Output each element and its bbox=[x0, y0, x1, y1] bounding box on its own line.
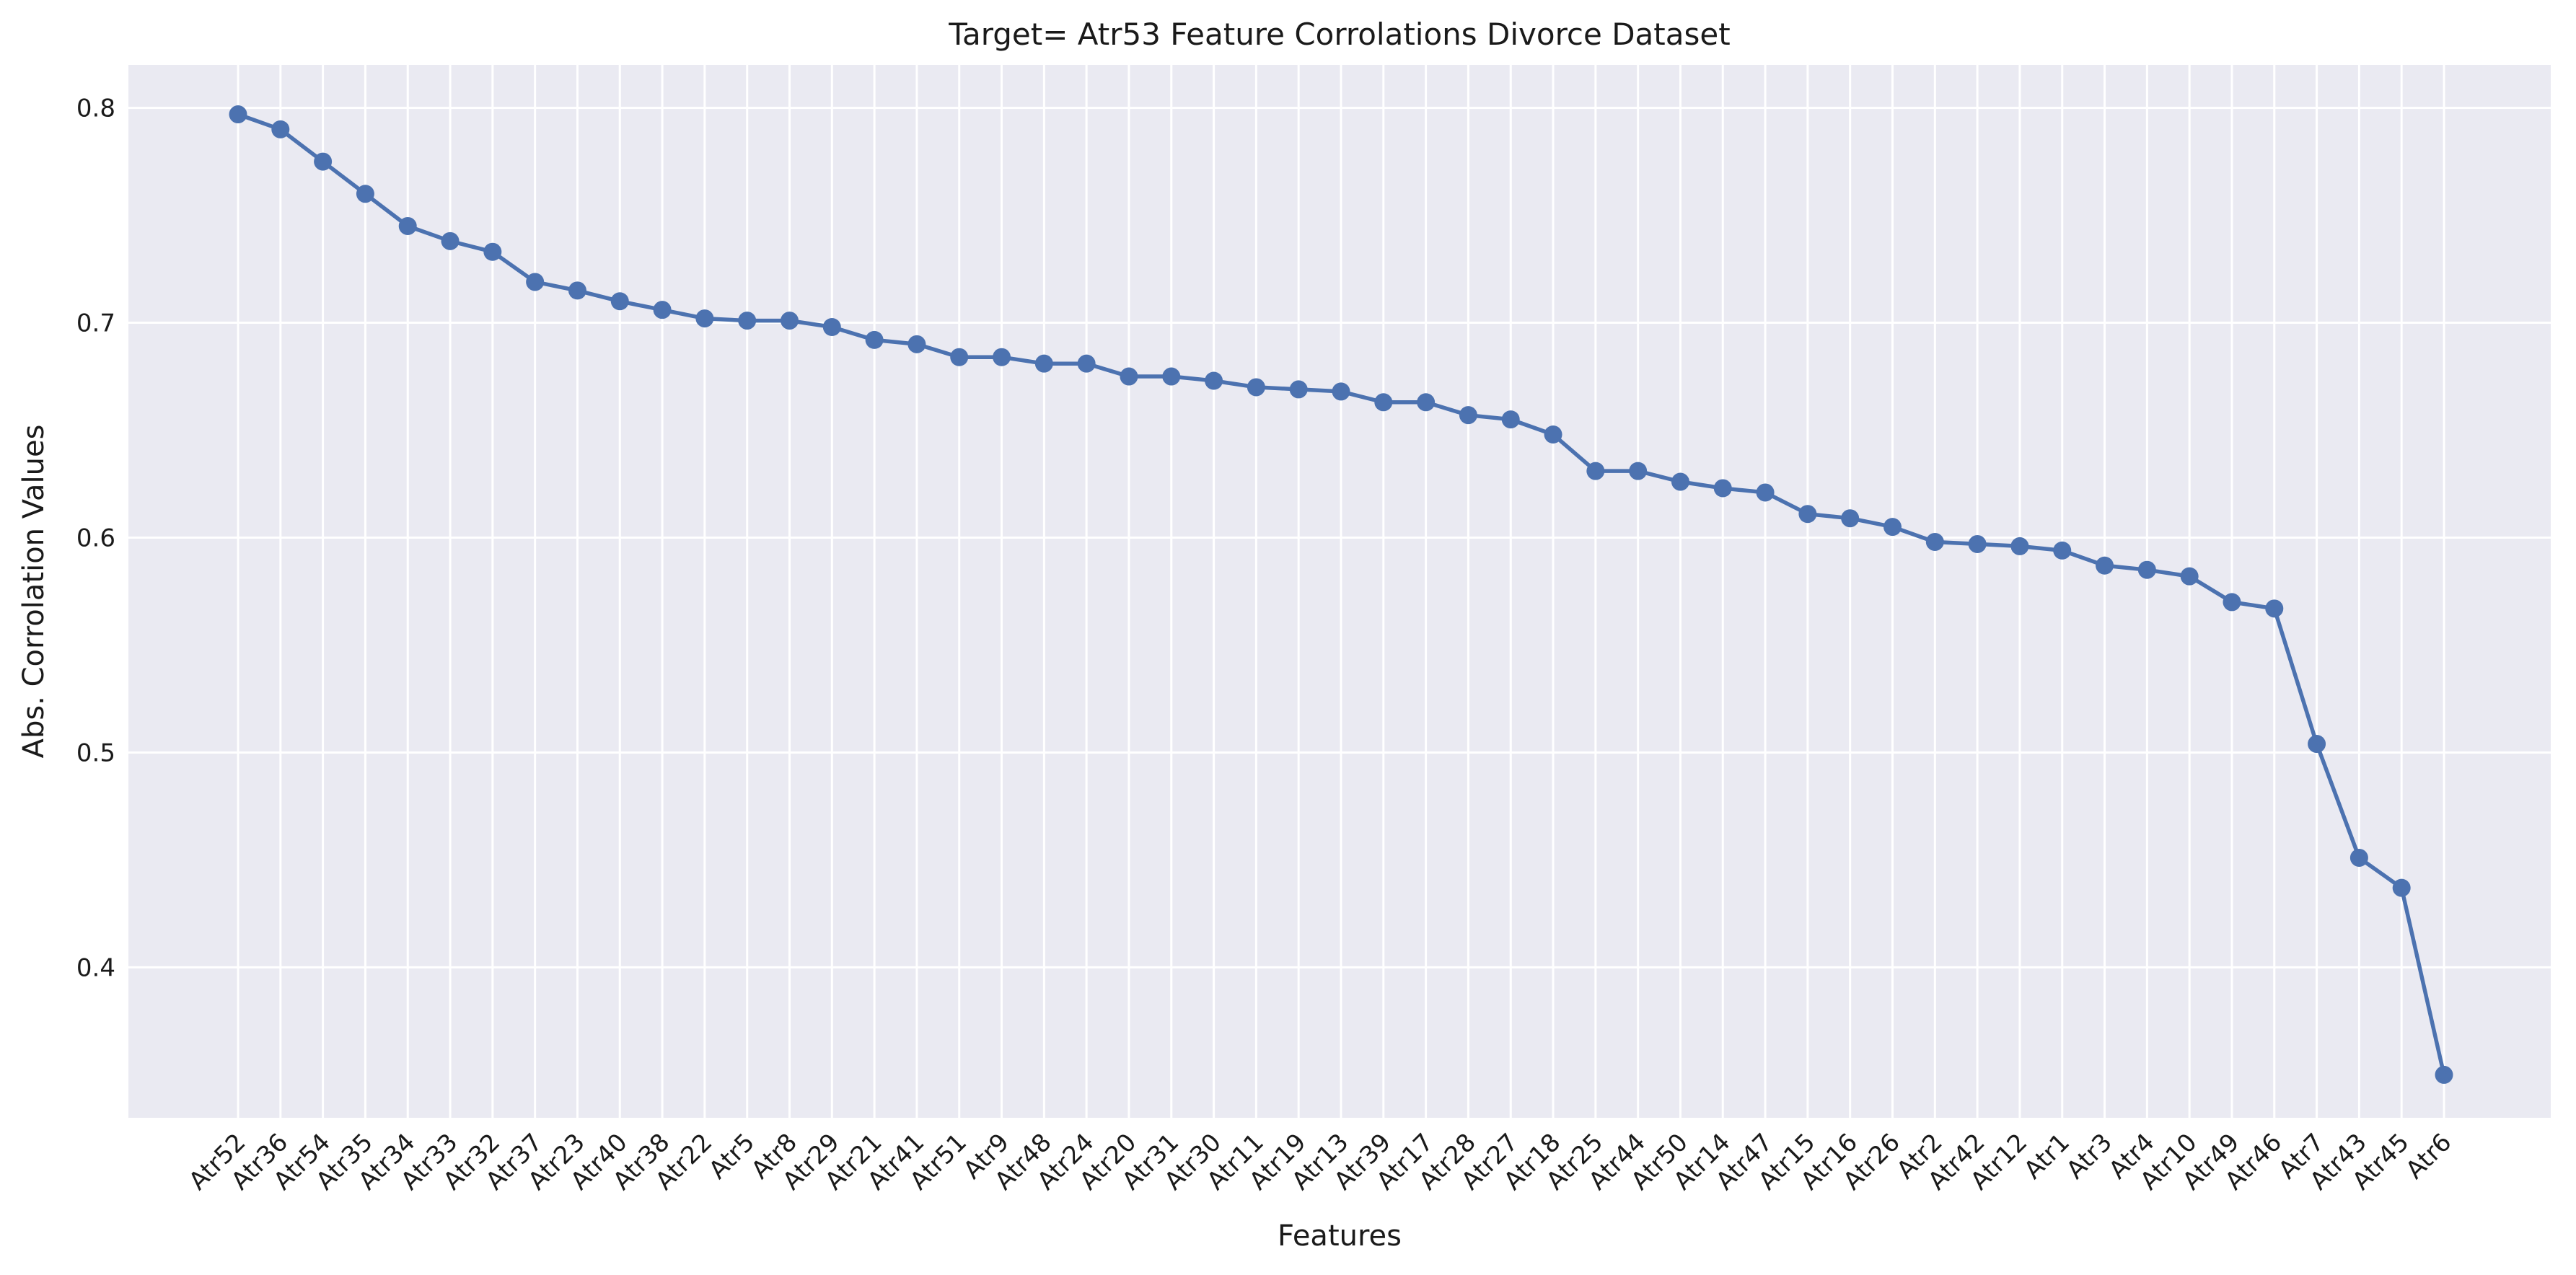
data-point bbox=[2180, 567, 2199, 586]
data-point bbox=[1247, 378, 1265, 397]
data-point bbox=[526, 273, 545, 291]
y-tick-label: 0.4 bbox=[76, 953, 115, 982]
data-point bbox=[1034, 354, 1053, 373]
data-point bbox=[2053, 541, 2072, 560]
x-axis-label: Features bbox=[1278, 1219, 1402, 1253]
data-point bbox=[738, 312, 757, 330]
x-tick-label: Atr6 bbox=[2400, 1128, 2457, 1185]
y-tick-label: 0.7 bbox=[76, 309, 115, 338]
data-point bbox=[2137, 560, 2156, 579]
data-point bbox=[2392, 878, 2411, 897]
data-point bbox=[950, 348, 969, 366]
data-point bbox=[2265, 599, 2284, 618]
data-point bbox=[1417, 393, 1436, 412]
x-tick-label: Atr5 bbox=[703, 1128, 760, 1185]
chart-title: Target= Atr53 Feature Corrolations Divor… bbox=[948, 17, 1730, 52]
data-point bbox=[2349, 848, 2368, 867]
data-point bbox=[653, 301, 672, 319]
data-point bbox=[1629, 462, 1648, 480]
data-point bbox=[1332, 382, 1350, 401]
data-point bbox=[2308, 735, 2326, 754]
data-point bbox=[1162, 367, 1181, 386]
data-point bbox=[1671, 472, 1689, 491]
y-tick-label: 0.5 bbox=[76, 738, 115, 767]
data-point bbox=[1289, 380, 1308, 399]
data-point bbox=[993, 348, 1011, 366]
data-point bbox=[271, 120, 290, 138]
x-tick-label: Atr3 bbox=[2061, 1128, 2118, 1185]
data-point bbox=[1544, 425, 1562, 444]
data-point bbox=[1968, 534, 1987, 553]
data-point bbox=[229, 105, 247, 124]
data-point bbox=[568, 281, 586, 300]
data-point bbox=[314, 152, 333, 171]
data-point bbox=[907, 335, 926, 353]
data-point bbox=[695, 309, 714, 328]
data-point bbox=[356, 185, 374, 203]
data-point bbox=[441, 231, 460, 250]
data-point bbox=[1925, 532, 1944, 551]
data-point bbox=[2223, 593, 2241, 612]
data-point bbox=[1586, 462, 1605, 480]
data-point bbox=[1756, 483, 1775, 502]
data-point bbox=[1713, 479, 1732, 498]
data-point bbox=[1077, 354, 1096, 373]
x-tick-label: Atr1 bbox=[2018, 1128, 2075, 1185]
y-tick-label: 0.8 bbox=[76, 94, 115, 123]
x-tick-labels: Atr52Atr36Atr54Atr35Atr34Atr33Atr32Atr37… bbox=[183, 1128, 2457, 1196]
data-point bbox=[781, 312, 799, 330]
data-point bbox=[2096, 556, 2114, 575]
data-point bbox=[2435, 1065, 2453, 1084]
data-markers bbox=[229, 105, 2453, 1084]
data-point bbox=[1374, 393, 1393, 412]
y-axis-label: Abs. Corrolation Values bbox=[17, 425, 50, 759]
data-point bbox=[1501, 410, 1520, 429]
data-point bbox=[610, 292, 629, 311]
grid-lines bbox=[128, 65, 2551, 1118]
data-point bbox=[2010, 537, 2029, 555]
data-point bbox=[398, 216, 417, 235]
y-tick-labels: 0.4 0.5 0.6 0.7 0.8 bbox=[76, 94, 115, 983]
data-point bbox=[865, 330, 884, 349]
y-tick-label: 0.6 bbox=[76, 524, 115, 553]
data-point bbox=[1798, 505, 1817, 524]
data-point bbox=[483, 242, 502, 261]
data-point bbox=[1841, 509, 1860, 528]
data-point bbox=[1120, 367, 1138, 386]
data-point bbox=[822, 318, 841, 337]
data-point bbox=[1883, 518, 1902, 537]
data-point bbox=[1459, 406, 1477, 425]
data-point bbox=[1205, 371, 1223, 390]
